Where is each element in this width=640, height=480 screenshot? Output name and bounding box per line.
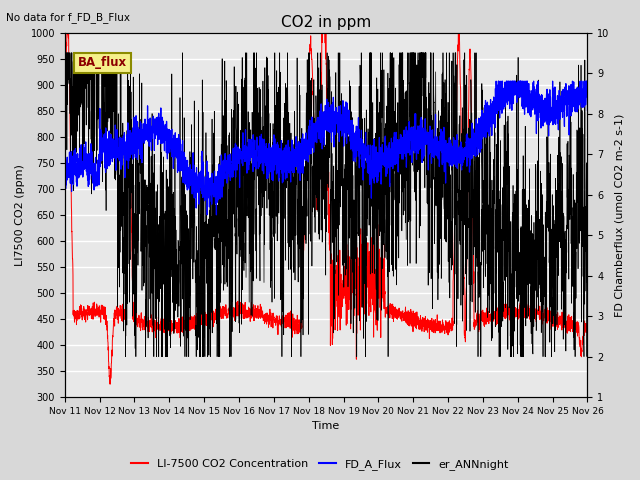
Y-axis label: FD Chamberflux (umol CO2 m-2 s-1): FD Chamberflux (umol CO2 m-2 s-1) (615, 113, 625, 316)
Text: No data for f_FD_B_Flux: No data for f_FD_B_Flux (6, 12, 131, 23)
Y-axis label: LI7500 CO2 (ppm): LI7500 CO2 (ppm) (15, 164, 25, 266)
Title: CO2 in ppm: CO2 in ppm (281, 15, 371, 30)
Legend: LI-7500 CO2 Concentration, FD_A_Flux, er_ANNnight: LI-7500 CO2 Concentration, FD_A_Flux, er… (127, 455, 513, 474)
X-axis label: Time: Time (312, 421, 340, 432)
Text: BA_flux: BA_flux (78, 56, 127, 69)
